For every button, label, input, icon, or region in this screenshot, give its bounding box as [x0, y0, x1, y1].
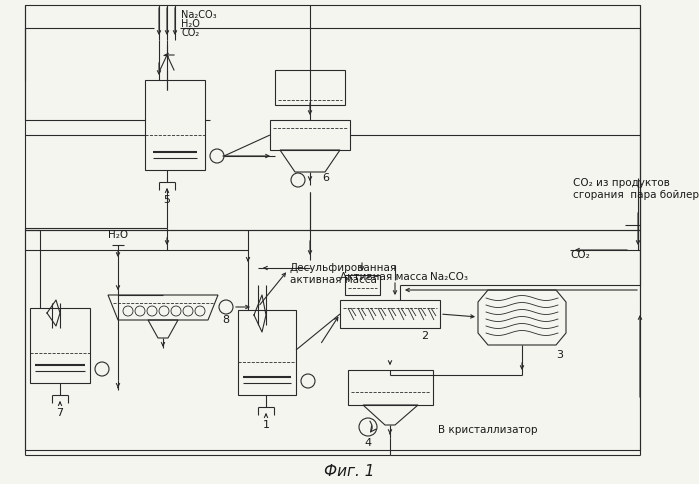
- Text: Десульфированная
активная масса: Десульфированная активная масса: [290, 263, 397, 285]
- Text: CO₂: CO₂: [570, 250, 590, 260]
- Text: CO₂: CO₂: [181, 28, 199, 38]
- Text: Фиг. 1: Фиг. 1: [324, 465, 374, 480]
- Text: H₂O: H₂O: [108, 230, 128, 240]
- Text: 5: 5: [164, 195, 171, 205]
- Text: Na₂CO₃: Na₂CO₃: [181, 10, 217, 20]
- Bar: [348, 370, 433, 405]
- Bar: [345, 275, 380, 295]
- Text: 6: 6: [322, 173, 329, 183]
- Text: Активная масса: Активная масса: [340, 272, 428, 282]
- Text: 2: 2: [421, 331, 428, 341]
- Text: 4: 4: [364, 438, 372, 448]
- Bar: [270, 120, 350, 150]
- Bar: [340, 300, 440, 328]
- Bar: [275, 70, 345, 105]
- Text: В кристаллизатор: В кристаллизатор: [438, 425, 538, 435]
- Bar: [145, 80, 205, 170]
- Bar: [25, 5, 640, 230]
- Text: 7: 7: [57, 408, 64, 418]
- Bar: [30, 308, 90, 383]
- Text: Na₂CO₃: Na₂CO₃: [430, 272, 468, 282]
- Bar: [25, 230, 640, 450]
- Text: 8: 8: [222, 315, 229, 325]
- Bar: [238, 310, 296, 395]
- Text: H₂O: H₂O: [181, 19, 200, 29]
- Text: 3: 3: [556, 350, 563, 360]
- Text: 1: 1: [263, 420, 270, 430]
- Text: CO₂ из продуктов
сгорания  пара бойлера: CO₂ из продуктов сгорания пара бойлера: [573, 178, 699, 199]
